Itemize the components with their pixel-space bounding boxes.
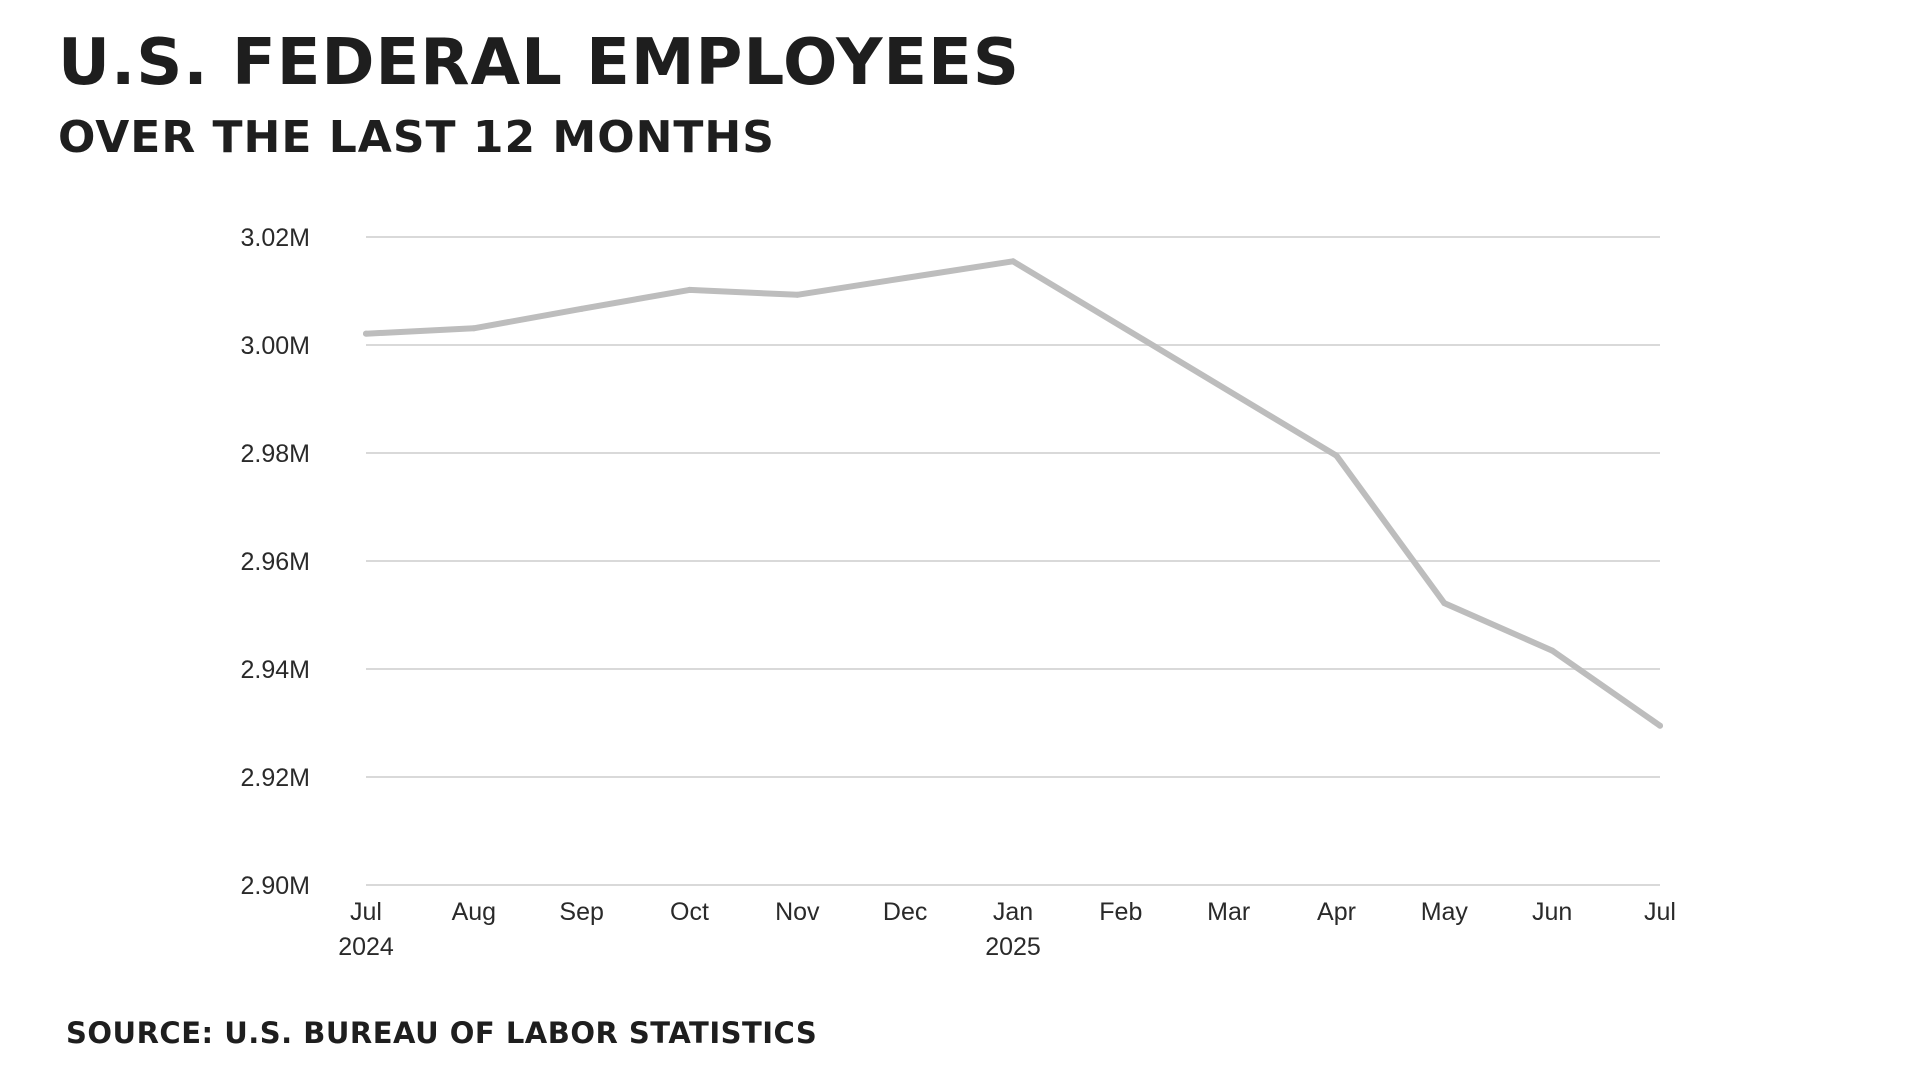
x-tick-label: Aug [452,898,496,926]
gridlines [366,236,1660,886]
y-tick-label: 2.90M [241,872,310,900]
data-point [363,330,369,337]
data-point [794,291,801,298]
data-point [470,325,477,332]
data-point [902,275,909,282]
y-tick-label: 2.94M [241,656,310,684]
data-point [1333,452,1340,459]
x-tick-label: Apr [1317,898,1356,926]
x-axis-tick-labels: Jul 2024 Aug Sep Oct Nov Dec Jan 2025 Feb Mar Apr Ma… [338,898,1676,961]
line-chart: 2.90M 2.92M 2.94M 2.96M 2.98M 3.00M 3.02M Jul 2… [241,224,1676,961]
x-tick-year-label: 2024 [338,933,394,961]
y-tick-label: 3.00M [241,332,310,360]
x-tick-label: Jul [350,898,382,926]
x-tick-label: Jun [1532,898,1572,926]
data-point [578,305,585,312]
data-point [1441,600,1448,607]
x-tick-label: Oct [670,898,709,926]
y-tick-label: 2.92M [241,764,310,792]
x-tick-label: Jul [1644,898,1676,926]
x-tick-label: Feb [1099,898,1142,926]
x-tick-label: Dec [883,898,927,926]
x-tick-label: Jan [993,898,1033,926]
data-point [1549,647,1556,654]
x-tick-label: Mar [1207,898,1250,926]
y-tick-label: 3.02M [241,224,310,252]
y-tick-label: 2.96M [241,548,310,576]
y-tick-label: 2.98M [241,440,310,468]
data-point [1657,722,1663,729]
x-tick-label: May [1421,898,1469,926]
data-point [686,286,693,293]
data-point [1010,258,1016,265]
y-axis-tick-labels: 2.90M 2.92M 2.94M 2.96M 2.98M 3.00M 3.02M [241,224,310,900]
series-line [363,258,1663,729]
x-tick-year-label: 2025 [985,933,1041,961]
chart-title: U.S. Federal Employees [58,26,1020,100]
x-tick-label: Sep [559,898,603,926]
chart-subtitle: Over the last 12 months [58,112,775,163]
x-tick-label: Nov [775,898,820,926]
data-series [363,258,1663,729]
source-note: Source: U.S. Bureau of Labor Statistics [66,1016,818,1050]
